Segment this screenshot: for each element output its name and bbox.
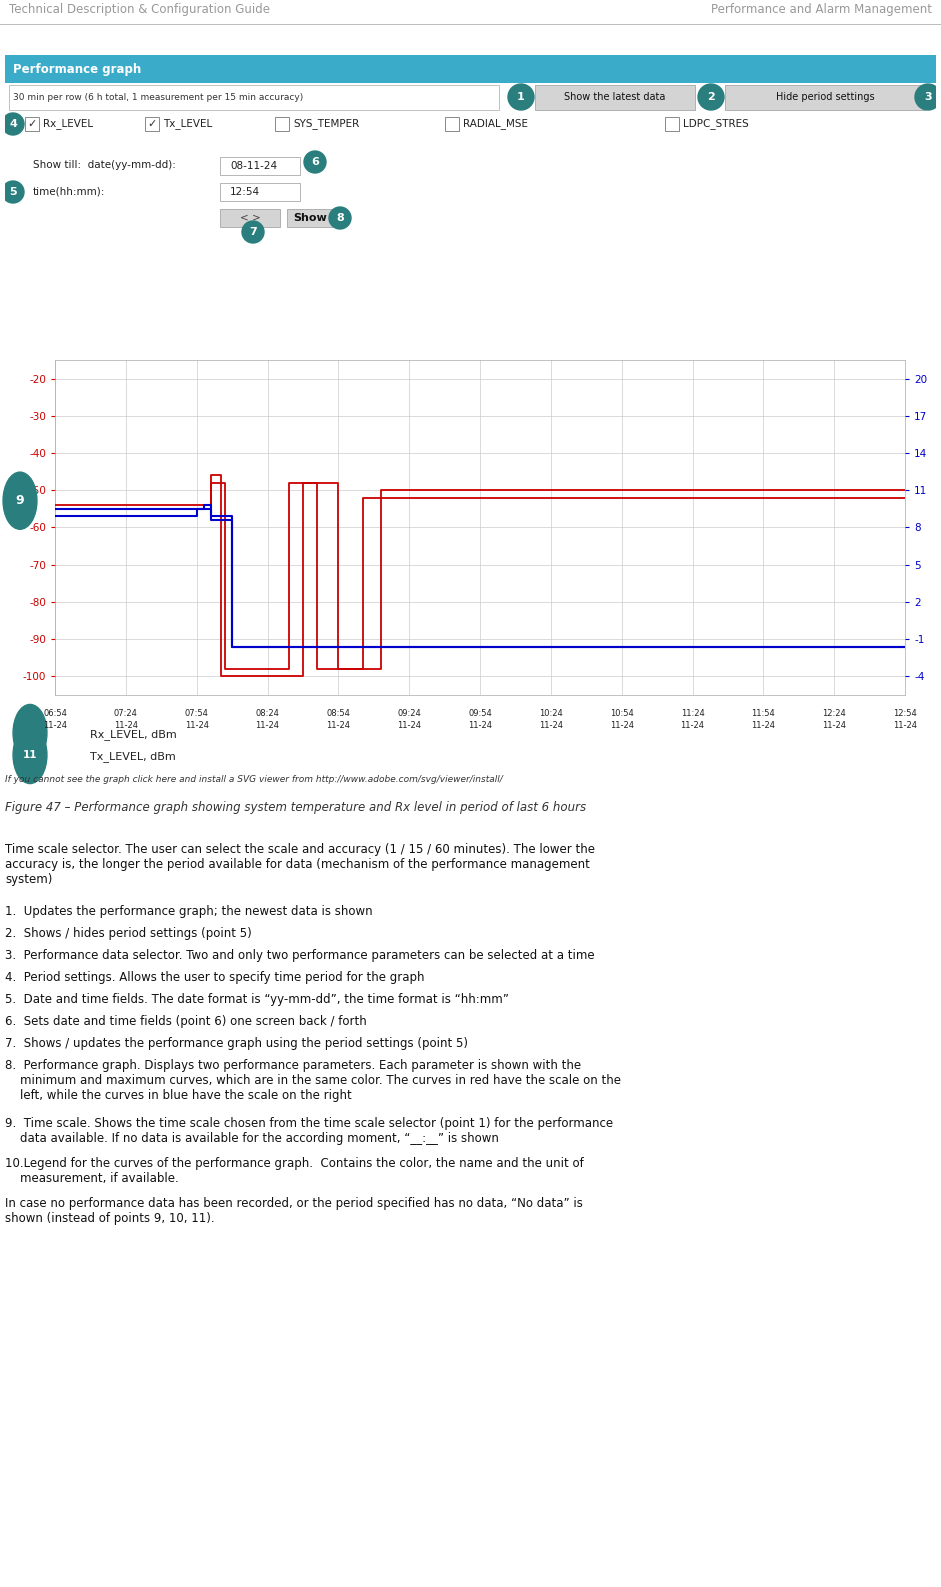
FancyBboxPatch shape <box>535 86 695 110</box>
Text: 2: 2 <box>707 92 715 102</box>
Text: 11-24: 11-24 <box>397 720 422 730</box>
Text: Hide period settings: Hide period settings <box>775 92 874 103</box>
Text: 11-24: 11-24 <box>893 720 917 730</box>
Text: < >: < > <box>240 213 261 224</box>
Text: 5.  Date and time fields. The date format is “yy-mm-dd”, the time format is “hh:: 5. Date and time fields. The date format… <box>5 993 509 1006</box>
Text: 11:54: 11:54 <box>752 709 775 717</box>
Text: 4.  Period settings. Allows the user to specify time period for the graph: 4. Period settings. Allows the user to s… <box>5 971 424 984</box>
Text: 11-24: 11-24 <box>751 720 775 730</box>
FancyBboxPatch shape <box>9 86 499 110</box>
FancyBboxPatch shape <box>5 56 936 83</box>
Text: 08-11-24: 08-11-24 <box>230 160 278 171</box>
Text: Figure 47 – Performance graph showing system temperature and Rx level in period : Figure 47 – Performance graph showing sy… <box>5 801 586 814</box>
Text: 9: 9 <box>16 494 24 508</box>
Circle shape <box>13 705 47 762</box>
Text: 11-24: 11-24 <box>184 720 209 730</box>
Text: Technical Description & Configuration Guide: Technical Description & Configuration Gu… <box>9 3 270 16</box>
Circle shape <box>3 473 37 530</box>
Text: 10:24: 10:24 <box>539 709 563 717</box>
Text: 11-24: 11-24 <box>680 720 705 730</box>
Text: Tx_LEVEL, dBm: Tx_LEVEL, dBm <box>90 751 176 762</box>
FancyBboxPatch shape <box>25 117 39 132</box>
Text: 11-24: 11-24 <box>327 720 350 730</box>
Circle shape <box>2 113 24 135</box>
Text: 5: 5 <box>9 187 17 197</box>
Text: Show: Show <box>294 213 327 224</box>
Text: 11: 11 <box>23 751 38 760</box>
Text: ✓: ✓ <box>27 119 37 129</box>
Text: LDPC_STRES: LDPC_STRES <box>683 119 749 130</box>
Text: 8.  Performance graph. Displays two performance parameters. Each parameter is sh: 8. Performance graph. Displays two perfo… <box>5 1059 621 1101</box>
Text: 11:24: 11:24 <box>680 709 705 717</box>
Text: Rx_LEVEL: Rx_LEVEL <box>43 119 93 130</box>
Text: 30 min per row (6 h total, 1 measurement per 15 min accuracy): 30 min per row (6 h total, 1 measurement… <box>13 94 303 102</box>
Text: 6: 6 <box>311 157 319 167</box>
Text: 7: 7 <box>249 227 257 236</box>
Text: 10.Legend for the curves of the performance graph.  Contains the color, the name: 10.Legend for the curves of the performa… <box>5 1157 583 1185</box>
Text: 4: 4 <box>9 119 17 129</box>
Text: Performance graph: Performance graph <box>13 62 141 76</box>
FancyBboxPatch shape <box>665 117 679 132</box>
Text: 10:54: 10:54 <box>610 709 633 717</box>
Text: 11-24: 11-24 <box>43 720 67 730</box>
Text: 3.  Performance data selector. Two and only two performance parameters can be se: 3. Performance data selector. Two and on… <box>5 949 595 962</box>
Text: 8: 8 <box>336 213 343 224</box>
Text: 07:54: 07:54 <box>184 709 209 717</box>
Circle shape <box>508 84 534 110</box>
Text: Show the latest data: Show the latest data <box>565 92 665 103</box>
Circle shape <box>304 151 326 173</box>
Text: 1: 1 <box>518 92 525 102</box>
FancyBboxPatch shape <box>445 117 459 132</box>
Text: 6.  Sets date and time fields (point 6) one screen back / forth: 6. Sets date and time fields (point 6) o… <box>5 1016 367 1028</box>
Text: If you cannot see the graph click here and install a SVG viewer from http://www.: If you cannot see the graph click here a… <box>5 774 502 784</box>
Circle shape <box>2 181 24 203</box>
Text: 11-24: 11-24 <box>539 720 563 730</box>
Text: 09:24: 09:24 <box>397 709 421 717</box>
Text: 07:24: 07:24 <box>114 709 137 717</box>
Circle shape <box>915 84 941 110</box>
FancyBboxPatch shape <box>220 209 280 227</box>
Text: 11-24: 11-24 <box>822 720 846 730</box>
Text: In case no performance data has been recorded, or the period specified has no da: In case no performance data has been rec… <box>5 1197 582 1225</box>
Text: 2.  Shows / hides period settings (point 5): 2. Shows / hides period settings (point … <box>5 927 252 940</box>
Text: 06:54: 06:54 <box>43 709 67 717</box>
Text: Performance and Alarm Management: Performance and Alarm Management <box>710 3 932 16</box>
FancyBboxPatch shape <box>145 117 159 132</box>
Text: 3: 3 <box>924 92 932 102</box>
FancyBboxPatch shape <box>287 209 333 227</box>
Circle shape <box>13 727 47 784</box>
Text: 11-24: 11-24 <box>114 720 137 730</box>
Text: 11-24: 11-24 <box>468 720 492 730</box>
Text: 9.  Time scale. Shows the time scale chosen from the time scale selector (point : 9. Time scale. Shows the time scale chos… <box>5 1117 614 1144</box>
Text: 7.  Shows / updates the performance graph using the period settings (point 5): 7. Shows / updates the performance graph… <box>5 1036 468 1051</box>
Text: 11-24: 11-24 <box>610 720 633 730</box>
Text: 10: 10 <box>23 728 38 738</box>
FancyBboxPatch shape <box>275 117 289 132</box>
Text: 1.  Updates the performance graph; the newest data is shown: 1. Updates the performance graph; the ne… <box>5 905 373 917</box>
Text: 12:54: 12:54 <box>230 187 260 197</box>
Circle shape <box>242 221 264 243</box>
Text: SYS_TEMPER: SYS_TEMPER <box>293 119 359 130</box>
Text: 12:24: 12:24 <box>822 709 846 717</box>
Text: 08:24: 08:24 <box>256 709 279 717</box>
Circle shape <box>329 206 351 229</box>
FancyBboxPatch shape <box>220 183 300 202</box>
Text: Rx_LEVEL, dBm: Rx_LEVEL, dBm <box>90 728 177 740</box>
Text: 12:54: 12:54 <box>893 709 917 717</box>
Text: 08:54: 08:54 <box>327 709 350 717</box>
FancyBboxPatch shape <box>725 86 925 110</box>
Circle shape <box>698 84 724 110</box>
FancyBboxPatch shape <box>220 157 300 175</box>
Text: Show till:  date(yy-mm-dd):: Show till: date(yy-mm-dd): <box>33 160 176 170</box>
Text: time(hh:mm):: time(hh:mm): <box>33 186 105 197</box>
Text: 11-24: 11-24 <box>256 720 279 730</box>
Text: Time scale selector. The user can select the scale and accuracy (1 / 15 / 60 min: Time scale selector. The user can select… <box>5 843 595 886</box>
Text: ✓: ✓ <box>148 119 157 129</box>
Text: RADIAL_MSE: RADIAL_MSE <box>463 119 528 130</box>
Text: Tx_LEVEL: Tx_LEVEL <box>163 119 213 130</box>
Text: 09:54: 09:54 <box>468 709 492 717</box>
